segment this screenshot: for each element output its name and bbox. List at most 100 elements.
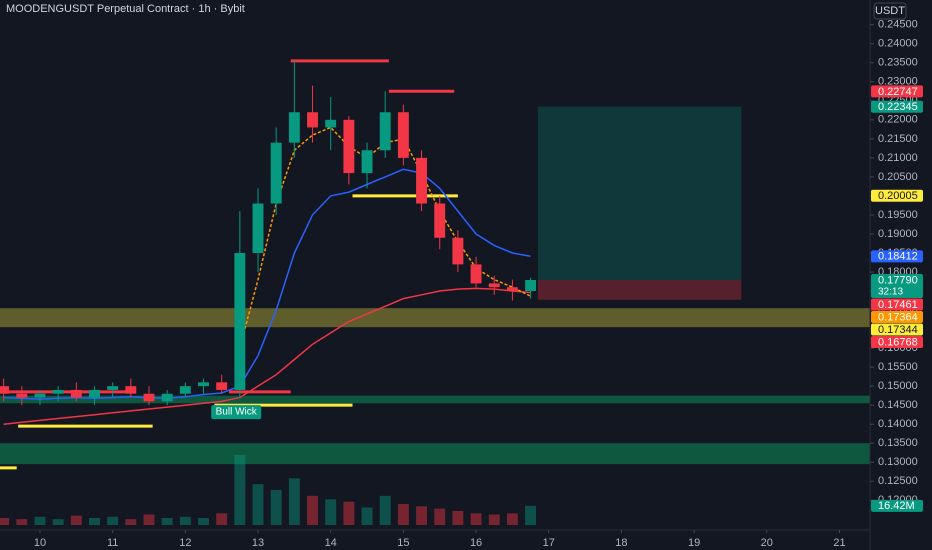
y-tick-label: 0.20500: [878, 171, 918, 183]
price-tag-label: 0.17461: [878, 299, 918, 311]
candle-body: [288, 112, 300, 143]
zone: [0, 395, 870, 404]
annotation-box: [211, 405, 262, 420]
candle-body: [107, 386, 119, 390]
volume-bar: [506, 513, 518, 525]
zone: [0, 443, 870, 465]
price-tag: [871, 100, 923, 113]
zone: [537, 106, 742, 281]
volume-bar: [307, 495, 318, 525]
price-tag: [871, 298, 923, 311]
volume-bar: [70, 515, 82, 525]
volume-bar: [107, 516, 119, 525]
candle-body: [397, 112, 409, 158]
x-tick-label: 15: [397, 537, 409, 549]
candle-body: [379, 112, 391, 151]
y-tick-label: 0.24500: [878, 19, 918, 31]
y-tick-label: 0.12500: [878, 475, 918, 487]
candle-body: [488, 283, 500, 288]
volume-bar: [52, 519, 64, 525]
candle-body: [179, 386, 191, 394]
candle-body: [161, 393, 173, 402]
price-tag: [871, 274, 923, 298]
price-tag: [871, 250, 923, 263]
volume-bar: [325, 499, 337, 525]
volume-bar: [216, 513, 228, 525]
volume-bar: [161, 518, 173, 525]
price-tag: [871, 189, 923, 202]
volume-bar: [179, 516, 191, 525]
candle-body: [125, 386, 137, 394]
x-tick-label: 20: [761, 537, 773, 549]
annotation-text: Bull Wick: [216, 407, 258, 418]
candle-body: [270, 142, 282, 204]
y-tick-label: 0.14000: [878, 418, 918, 430]
candle-body: [143, 393, 155, 402]
volume-bar: [488, 514, 500, 525]
zone: [0, 308, 870, 328]
y-tick-label: 0.15000: [878, 380, 918, 392]
unit-box: [873, 2, 907, 20]
volume-bar: [34, 516, 46, 525]
y-tick-label: 0.15500: [878, 361, 918, 373]
y-tick-label: 0.24000: [878, 38, 918, 50]
zone: [537, 280, 742, 300]
candle-body: [452, 237, 464, 265]
candle-body: [0, 386, 10, 394]
x-tick-label: 11: [107, 537, 118, 549]
candle-body: [16, 393, 28, 398]
volume-bar: [470, 513, 482, 525]
volume-bar: [343, 501, 355, 525]
candle-body: [89, 389, 100, 398]
volume-bar: [198, 518, 209, 525]
price-tag: [871, 311, 923, 323]
x-tick-label: 10: [34, 537, 46, 549]
candle-body: [252, 203, 264, 253]
candle-body: [216, 382, 228, 390]
x-tick-label: 19: [688, 537, 700, 549]
x-tick-label: 13: [252, 537, 264, 549]
volume-bar: [397, 504, 409, 525]
price-tag-label: 0.22747: [878, 86, 918, 98]
candle-body: [34, 393, 46, 398]
y-tick-label: 0.21500: [878, 133, 918, 145]
price-tag-label: 0.16768: [878, 336, 918, 348]
candle-body: [325, 119, 337, 128]
indicator-line: [3, 168, 531, 400]
volume-bar: [525, 505, 537, 525]
volume-tag: [871, 499, 923, 512]
x-tick-label: 12: [179, 537, 191, 549]
x-tick-label: 18: [615, 537, 627, 549]
price-tag-label: 0.17790: [878, 274, 918, 286]
x-tick-label: 17: [543, 537, 555, 549]
y-tick-label: 0.19000: [878, 228, 918, 240]
y-tick-label: 0.13500: [878, 437, 918, 449]
price-tag-label: 0.17364: [878, 311, 918, 323]
y-tick-label: 0.19500: [878, 209, 918, 221]
y-tick-label: 0.21000: [878, 152, 918, 164]
countdown: 32:13: [878, 287, 903, 298]
price-tag: [871, 336, 923, 348]
volume-bar: [416, 506, 428, 525]
price-tag-label: 0.20005: [878, 190, 918, 202]
volume-bar: [125, 519, 137, 525]
volume-bar: [0, 518, 10, 525]
x-tick-label: 21: [833, 537, 845, 549]
volume-bar: [89, 518, 100, 525]
volume-bar: [288, 478, 300, 525]
y-tick-label: 0.14500: [878, 399, 918, 411]
x-tick-label: 16: [470, 537, 482, 549]
x-tick-label: 14: [325, 537, 337, 549]
candle-body: [307, 112, 318, 128]
volume-bar: [361, 507, 373, 525]
candle-body: [343, 119, 355, 174]
candle-body: [506, 287, 518, 292]
y-tick-label: 0.22000: [878, 114, 918, 126]
volume-bar: [143, 514, 155, 525]
candle-body: [234, 252, 246, 390]
candle-body: [52, 389, 64, 394]
volume-bar: [234, 455, 246, 525]
indicator-line: [3, 287, 531, 425]
